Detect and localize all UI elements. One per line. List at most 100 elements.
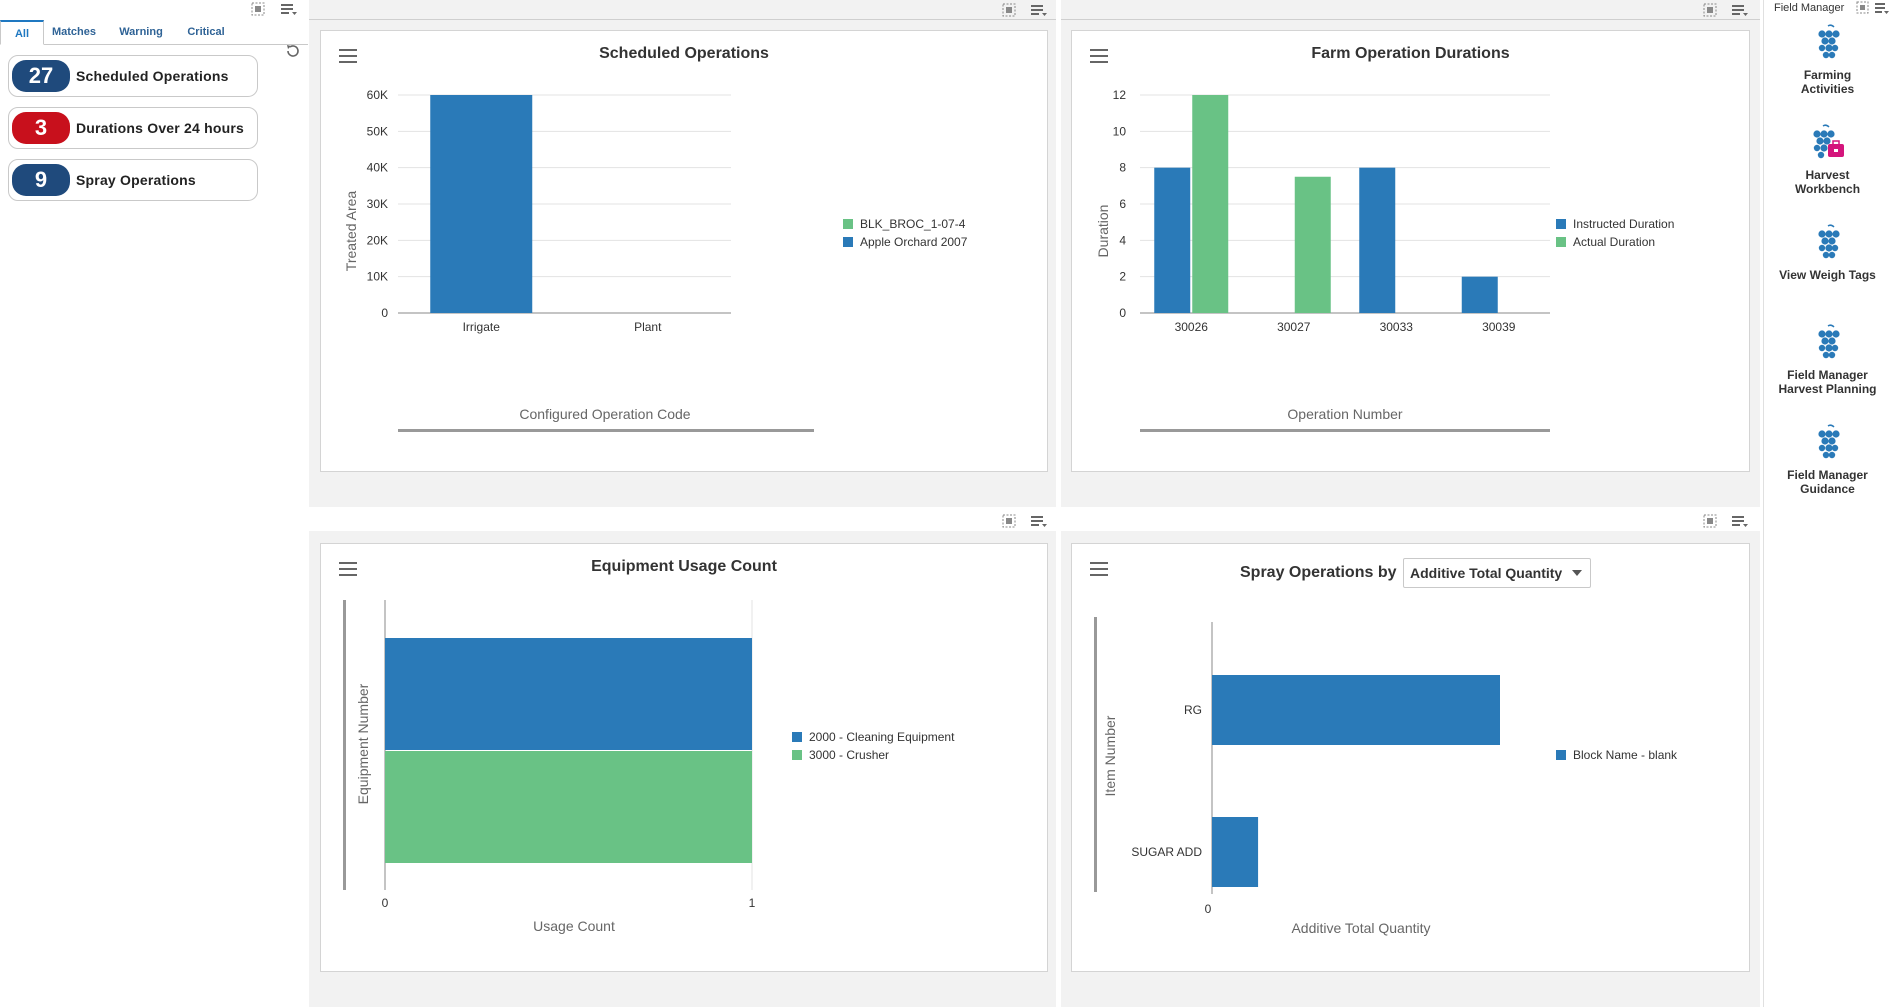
spray-operations-card: Spray Operations by Additive Total Quant…	[1071, 543, 1750, 972]
watchlist-item-durations-over-24-hours[interactable]: 3 Durations Over 24 hours	[8, 107, 258, 149]
y-tick-label: 50K	[367, 124, 388, 138]
maximize-icon[interactable]	[250, 1, 266, 17]
options-icon[interactable]	[1874, 1, 1890, 15]
app-label: Farming	[1803, 68, 1852, 82]
measure-dropdown[interactable]: Additive Total Quantity	[1403, 558, 1591, 588]
y-tick-label: 40K	[367, 161, 388, 175]
app-field-manager-harvest-planning[interactable]: Field Manager Harvest Planning	[1764, 324, 1890, 396]
y-tick-label: SUGAR ADD	[1131, 845, 1202, 859]
grapes-icon	[1817, 224, 1840, 259]
chart-menu-icon[interactable]	[1090, 562, 1108, 576]
legend-swatch	[792, 732, 802, 742]
maximize-icon[interactable]	[1702, 513, 1718, 529]
legend-swatch	[1556, 750, 1566, 760]
maximize-icon[interactable]	[1001, 513, 1017, 529]
chart-legend: BLK_BROC_1-07-4 Apple Orchard 2007	[843, 217, 968, 249]
app-farming-activities[interactable]: Farming Activities	[1764, 24, 1890, 96]
legend-label: Block Name - blank	[1573, 748, 1678, 762]
watchlist-item-spray-operations[interactable]: 9 Spray Operations	[8, 159, 258, 201]
chart-menu-icon[interactable]	[1090, 49, 1108, 63]
maximize-icon[interactable]	[1702, 2, 1718, 18]
options-icon[interactable]	[1731, 2, 1749, 18]
options-icon[interactable]	[280, 1, 298, 17]
watchlist-item-scheduled-operations[interactable]: 27 Scheduled Operations	[8, 55, 258, 97]
app-harvest-workbench[interactable]: Harvest Workbench	[1764, 124, 1890, 196]
bar[interactable]	[1212, 675, 1500, 745]
chart-scrollbar[interactable]	[1140, 429, 1550, 432]
y-tick-label: 30K	[367, 197, 388, 211]
legend-swatch	[1556, 237, 1566, 247]
legend-label: BLK_BROC_1-07-4	[860, 217, 966, 231]
options-icon[interactable]	[1731, 513, 1749, 529]
vertical-divider	[1056, 0, 1061, 1007]
bar[interactable]	[1461, 276, 1498, 313]
watchlist-panel: All Matches Warning Critical 27 Schedule…	[0, 0, 308, 1007]
legend-swatch	[792, 750, 802, 760]
x-axis-title: Operation Number	[1287, 406, 1403, 422]
chart-scrollbar[interactable]	[1094, 617, 1097, 892]
bar[interactable]	[1359, 167, 1396, 313]
bar[interactable]	[1192, 95, 1229, 313]
chart-title: Equipment Usage Count	[591, 558, 777, 575]
bar[interactable]	[1212, 817, 1259, 887]
bar[interactable]	[1154, 167, 1191, 313]
equipment-usage-count-card: Equipment Usage Count 0 1 Equipment Numbe…	[320, 543, 1048, 972]
equipment-usage-count-chart: 0 1 Equipment Number Usage Count 2000 - C…	[343, 600, 955, 934]
app-view-weigh-tags[interactable]: View Weigh Tags	[1764, 224, 1890, 282]
chart-menu-icon[interactable]	[339, 49, 357, 63]
maximize-icon[interactable]	[1856, 1, 1870, 15]
chart-menu-icon[interactable]	[339, 562, 357, 576]
x-axis-title: Usage Count	[533, 918, 615, 934]
y-tick-label: 0	[1119, 306, 1126, 320]
x-axis-title: Additive Total Quantity	[1291, 920, 1430, 936]
y-axis-title: Duration	[1095, 205, 1111, 258]
x-tick-label: 30039	[1482, 320, 1516, 334]
tab-critical[interactable]: Critical	[187, 26, 225, 38]
chevron-down-icon	[1572, 570, 1582, 576]
bar[interactable]	[385, 638, 752, 750]
watchlist-count-badge: 3	[12, 112, 70, 144]
x-tick-label: 30027	[1277, 320, 1311, 334]
chart-title: Scheduled Operations	[599, 45, 769, 62]
watchlist-item-label: Spray Operations	[76, 172, 196, 188]
bar[interactable]	[1294, 176, 1331, 313]
bar[interactable]	[385, 751, 752, 863]
y-tick-label: RG	[1184, 703, 1202, 717]
tab-matches[interactable]: Matches	[51, 26, 97, 38]
app-label: Workbench	[1794, 182, 1861, 196]
y-tick-label: 10	[1113, 124, 1127, 138]
tab-all[interactable]: All	[0, 20, 44, 45]
app-label: Field Manager	[1787, 368, 1868, 382]
dropdown-selected-value: Additive Total Quantity	[1410, 565, 1563, 581]
y-tick-label: 2	[1119, 270, 1126, 284]
panel-title: Field Manager	[1774, 2, 1845, 14]
options-icon[interactable]	[1030, 2, 1048, 18]
chart-scrollbar[interactable]	[343, 600, 346, 890]
y-axis-title: Treated Area	[343, 191, 359, 272]
horizontal-divider	[309, 507, 1760, 531]
maximize-icon[interactable]	[1001, 2, 1017, 18]
bar[interactable]	[430, 95, 533, 313]
scheduled-operations-card: Scheduled Operations 0 10K 20K 30K 40K 50K 60K…	[320, 30, 1048, 472]
y-tick-label: 10K	[367, 270, 388, 284]
scheduled-operations-chart: 0 10K 20K 30K 40K 50K 60K Irrigate Plant Treate…	[343, 88, 968, 432]
legend-swatch	[1556, 219, 1566, 229]
app-label: Harvest	[1805, 168, 1850, 182]
app-label: View Weigh Tags	[1779, 268, 1876, 282]
app-field-manager-guidance[interactable]: Field Manager Guidance	[1764, 424, 1890, 496]
x-axis-title: Configured Operation Code	[519, 406, 690, 422]
options-icon[interactable]	[1030, 513, 1048, 529]
spray-operations-chart: RG SUGAR ADD 0 Item Number Additive Total…	[1094, 617, 1678, 936]
farm-operation-durations-card: Farm Operation Durations 0 2 4 6 8 10 12 30026…	[1071, 30, 1750, 472]
y-axis-title: Item Number	[1102, 715, 1118, 796]
watchlist-item-label: Durations Over 24 hours	[76, 120, 244, 136]
dashboard-area: Scheduled Operations 0 10K 20K 30K 40K 50K 60K…	[309, 0, 1760, 1007]
chart-scrollbar[interactable]	[398, 429, 814, 432]
launch-panel: Field Manager Farming Activities Harvest…	[1763, 0, 1890, 1007]
refresh-icon[interactable]	[284, 42, 302, 60]
x-tick-label: Irrigate	[463, 320, 501, 334]
x-tick-label: Plant	[634, 320, 662, 334]
chart-title: Spray Operations by	[1240, 564, 1397, 581]
tab-warning[interactable]: Warning	[119, 26, 163, 38]
app-label: Harvest Planning	[1778, 382, 1877, 396]
